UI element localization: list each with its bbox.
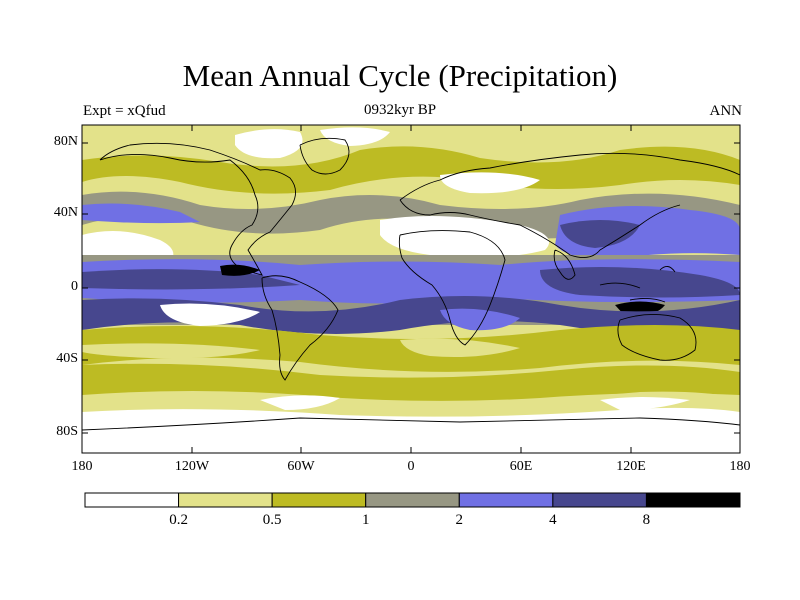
lat-label-40n: 40N [53, 205, 78, 220]
colorbar [84, 492, 741, 508]
lon-label-120w: 120W [174, 459, 210, 474]
colorbar-label: 0.5 [262, 512, 282, 528]
colorbar-label: 0.2 [169, 512, 188, 528]
colorbar-label: 2 [455, 512, 464, 528]
map-title: Mean Annual Cycle (Precipitation) [182, 58, 618, 93]
experiment-label: Expt = xQfud [83, 103, 166, 119]
lon-label-180e: 180 [729, 459, 751, 474]
colorbar-swatch [178, 492, 273, 508]
axis-ticks [81, 125, 741, 453]
colorbar-swatch [458, 492, 554, 508]
lat-label-40s: 40S [56, 351, 78, 366]
lon-label-60w: 60W [287, 459, 315, 474]
lat-label-80n: 80N [53, 134, 78, 149]
precipitation-field [82, 125, 740, 453]
lon-label-60e: 60E [509, 459, 533, 474]
colorbar-label: 1 [361, 512, 370, 528]
map-subtitle: 0932kyr BP [363, 102, 437, 118]
colorbar-label: 4 [549, 512, 557, 528]
colorbar-swatch [552, 492, 647, 508]
coastlines [82, 137, 740, 431]
lon-label-120e: 120E [616, 459, 646, 474]
colorbar-swatch [365, 492, 460, 508]
colorbar-label: 8 [642, 512, 651, 528]
lat-label-0: 0 [71, 279, 78, 294]
lon-label-180w: 180 [71, 459, 93, 474]
lon-label-0: 0 [407, 459, 415, 474]
lat-label-80s: 80S [56, 424, 78, 439]
colorbar-swatch [271, 492, 367, 508]
colorbar-swatch [84, 492, 180, 508]
colorbar-swatch [645, 492, 741, 508]
season-label: ANN [709, 103, 743, 119]
